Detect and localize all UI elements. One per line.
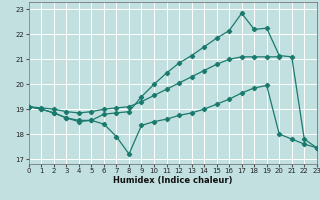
X-axis label: Humidex (Indice chaleur): Humidex (Indice chaleur) [113,176,233,185]
